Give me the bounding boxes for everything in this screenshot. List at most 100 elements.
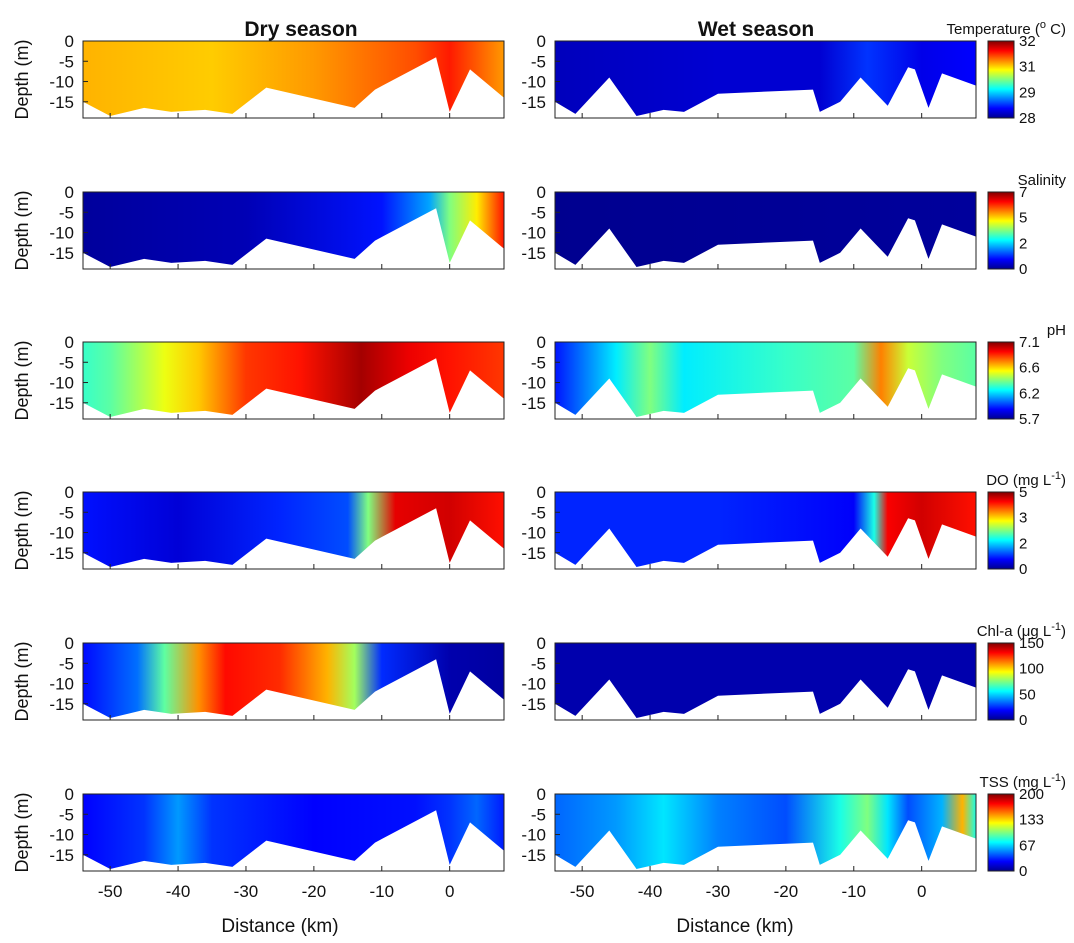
y-axis-label: Depth (m) (12, 490, 32, 570)
y-tick-label: 0 (65, 634, 74, 653)
x-tick-label: -40 (638, 882, 663, 901)
y-axis-label: Depth (m) (12, 39, 32, 119)
panel-temperature-dry: 0-5 -10-15 Depth (m) (12, 32, 505, 120)
y-tick-label: -10 (521, 826, 546, 845)
y-axis-label: Depth (m) (12, 641, 32, 721)
colorbar-tick-label: 67 (1019, 837, 1036, 854)
y-tick-label: -15 (521, 846, 546, 865)
y-tick-label: -15 (49, 244, 74, 263)
colorbar-tick-label: 5 (1019, 484, 1027, 501)
y-tick-label: -5 (531, 805, 546, 824)
y-tick-label: 0 (537, 333, 546, 352)
colorbar-gradient (987, 793, 1015, 872)
y-tick-label: -10 (521, 374, 546, 393)
y-tick-label: -10 (49, 374, 74, 393)
y-tick-label: -15 (521, 93, 546, 112)
y-tick-label: -10 (49, 675, 74, 694)
colorbar-gradient (987, 642, 1015, 721)
y-tick-label: -5 (531, 654, 546, 673)
colorbar-tick-label: 0 (1019, 561, 1027, 578)
y-tick-label: 0 (65, 333, 74, 352)
colorbar-tick-label: 3 (1019, 510, 1027, 527)
colorbar-ph: 7.1 6.6 6.2 5.7 pH (987, 322, 1066, 428)
axes-frame (554, 491, 977, 570)
seabed-mask (83, 57, 504, 118)
x-tick-label: 0 (445, 882, 454, 901)
column-title-dry: Dry season (244, 18, 357, 41)
colorbar-title: pH (1047, 322, 1066, 339)
y-tick-label: -15 (521, 695, 546, 714)
colorbar-tick-label: 5 (1019, 210, 1027, 227)
y-tick-label: 0 (537, 483, 546, 502)
colorbar-tick-label: 28 (1019, 110, 1036, 127)
colorbar-temperature: 32 31 29 28 Temperature (o C) (947, 19, 1067, 127)
column-title-wet: Wet season (698, 18, 814, 41)
axes-frame (554, 341, 977, 420)
y-tick-label: -15 (49, 695, 74, 714)
panel-salinity-wet: 0-5 -10-15 (521, 183, 977, 270)
x-tick-label: -40 (166, 882, 191, 901)
colorbar-gradient (987, 491, 1015, 570)
y-tick-label: 0 (65, 785, 74, 804)
y-tick-label: 0 (537, 183, 546, 202)
y-tick-label: -15 (521, 394, 546, 413)
axes-frame (82, 40, 505, 119)
x-tick-label: 0 (917, 882, 926, 901)
colorbar-salinity: 7 5 2 0 Salinity (987, 172, 1066, 278)
y-tick-label: -5 (59, 654, 74, 673)
y-tick-label: -5 (59, 805, 74, 824)
y-tick-label: 0 (537, 32, 546, 51)
seabed-mask (555, 67, 976, 118)
seabed-mask (83, 508, 504, 569)
colorbar-tick-label: 32 (1019, 33, 1036, 50)
axes-frame (82, 341, 505, 420)
x-tick-label: -30 (234, 882, 259, 901)
y-tick-label: -5 (59, 52, 74, 71)
axes-frame (554, 793, 977, 872)
y-tick-label: -10 (49, 524, 74, 543)
colorbar-tick-label: 0 (1019, 261, 1027, 278)
y-tick-label: -5 (531, 353, 546, 372)
y-tick-label: -5 (59, 353, 74, 372)
colorbar-tick-label: 0 (1019, 712, 1027, 729)
y-tick-label: -5 (531, 203, 546, 222)
colorbar-tick-label: 50 (1019, 686, 1036, 703)
colorbar-title: Temperature (o C) (947, 19, 1067, 38)
axes-frame (554, 191, 977, 270)
y-tick-label: -5 (531, 503, 546, 522)
seabed-mask (83, 208, 504, 269)
colorbar-tick-label: 5.7 (1019, 411, 1040, 428)
seabed-mask (83, 358, 504, 419)
colorbar-gradient (987, 191, 1015, 270)
y-tick-label: -5 (59, 503, 74, 522)
y-tick-label: -10 (49, 826, 74, 845)
colorbar-title: TSS (mg L-1) (980, 772, 1066, 791)
panel-chl-a-dry: 0-5 -10-15 Depth (m) (12, 634, 505, 722)
colorbar-gradient (987, 341, 1015, 420)
colorbar-tick-label: 2 (1019, 535, 1027, 552)
y-tick-label: -10 (521, 224, 546, 243)
colorbar-tick-label: 31 (1019, 59, 1036, 76)
x-tick-label: -20 (774, 882, 799, 901)
y-tick-label: 0 (65, 183, 74, 202)
colorbar-title: DO (mg L-1) (986, 470, 1066, 489)
colorbar-tick-label: 29 (1019, 84, 1036, 101)
seabed-mask (555, 820, 976, 871)
y-tick-label: -15 (521, 244, 546, 263)
colorbar-tick-label: 6.6 (1019, 360, 1040, 377)
colorbar-tick-label: 150 (1019, 635, 1044, 652)
colorbar-tick-label: 6.2 (1019, 385, 1040, 402)
colorbar-tss: 200 133 67 0 TSS (mg L-1) (980, 772, 1066, 880)
axes-frame (82, 642, 505, 721)
axes-frame (554, 40, 977, 119)
y-axis-label: Depth (m) (12, 792, 32, 872)
x-tick-label: -20 (302, 882, 327, 901)
colorbar-tick-label: 133 (1019, 812, 1044, 829)
y-tick-label: -10 (49, 224, 74, 243)
x-tick-label: -50 (98, 882, 123, 901)
y-tick-label: 0 (65, 483, 74, 502)
